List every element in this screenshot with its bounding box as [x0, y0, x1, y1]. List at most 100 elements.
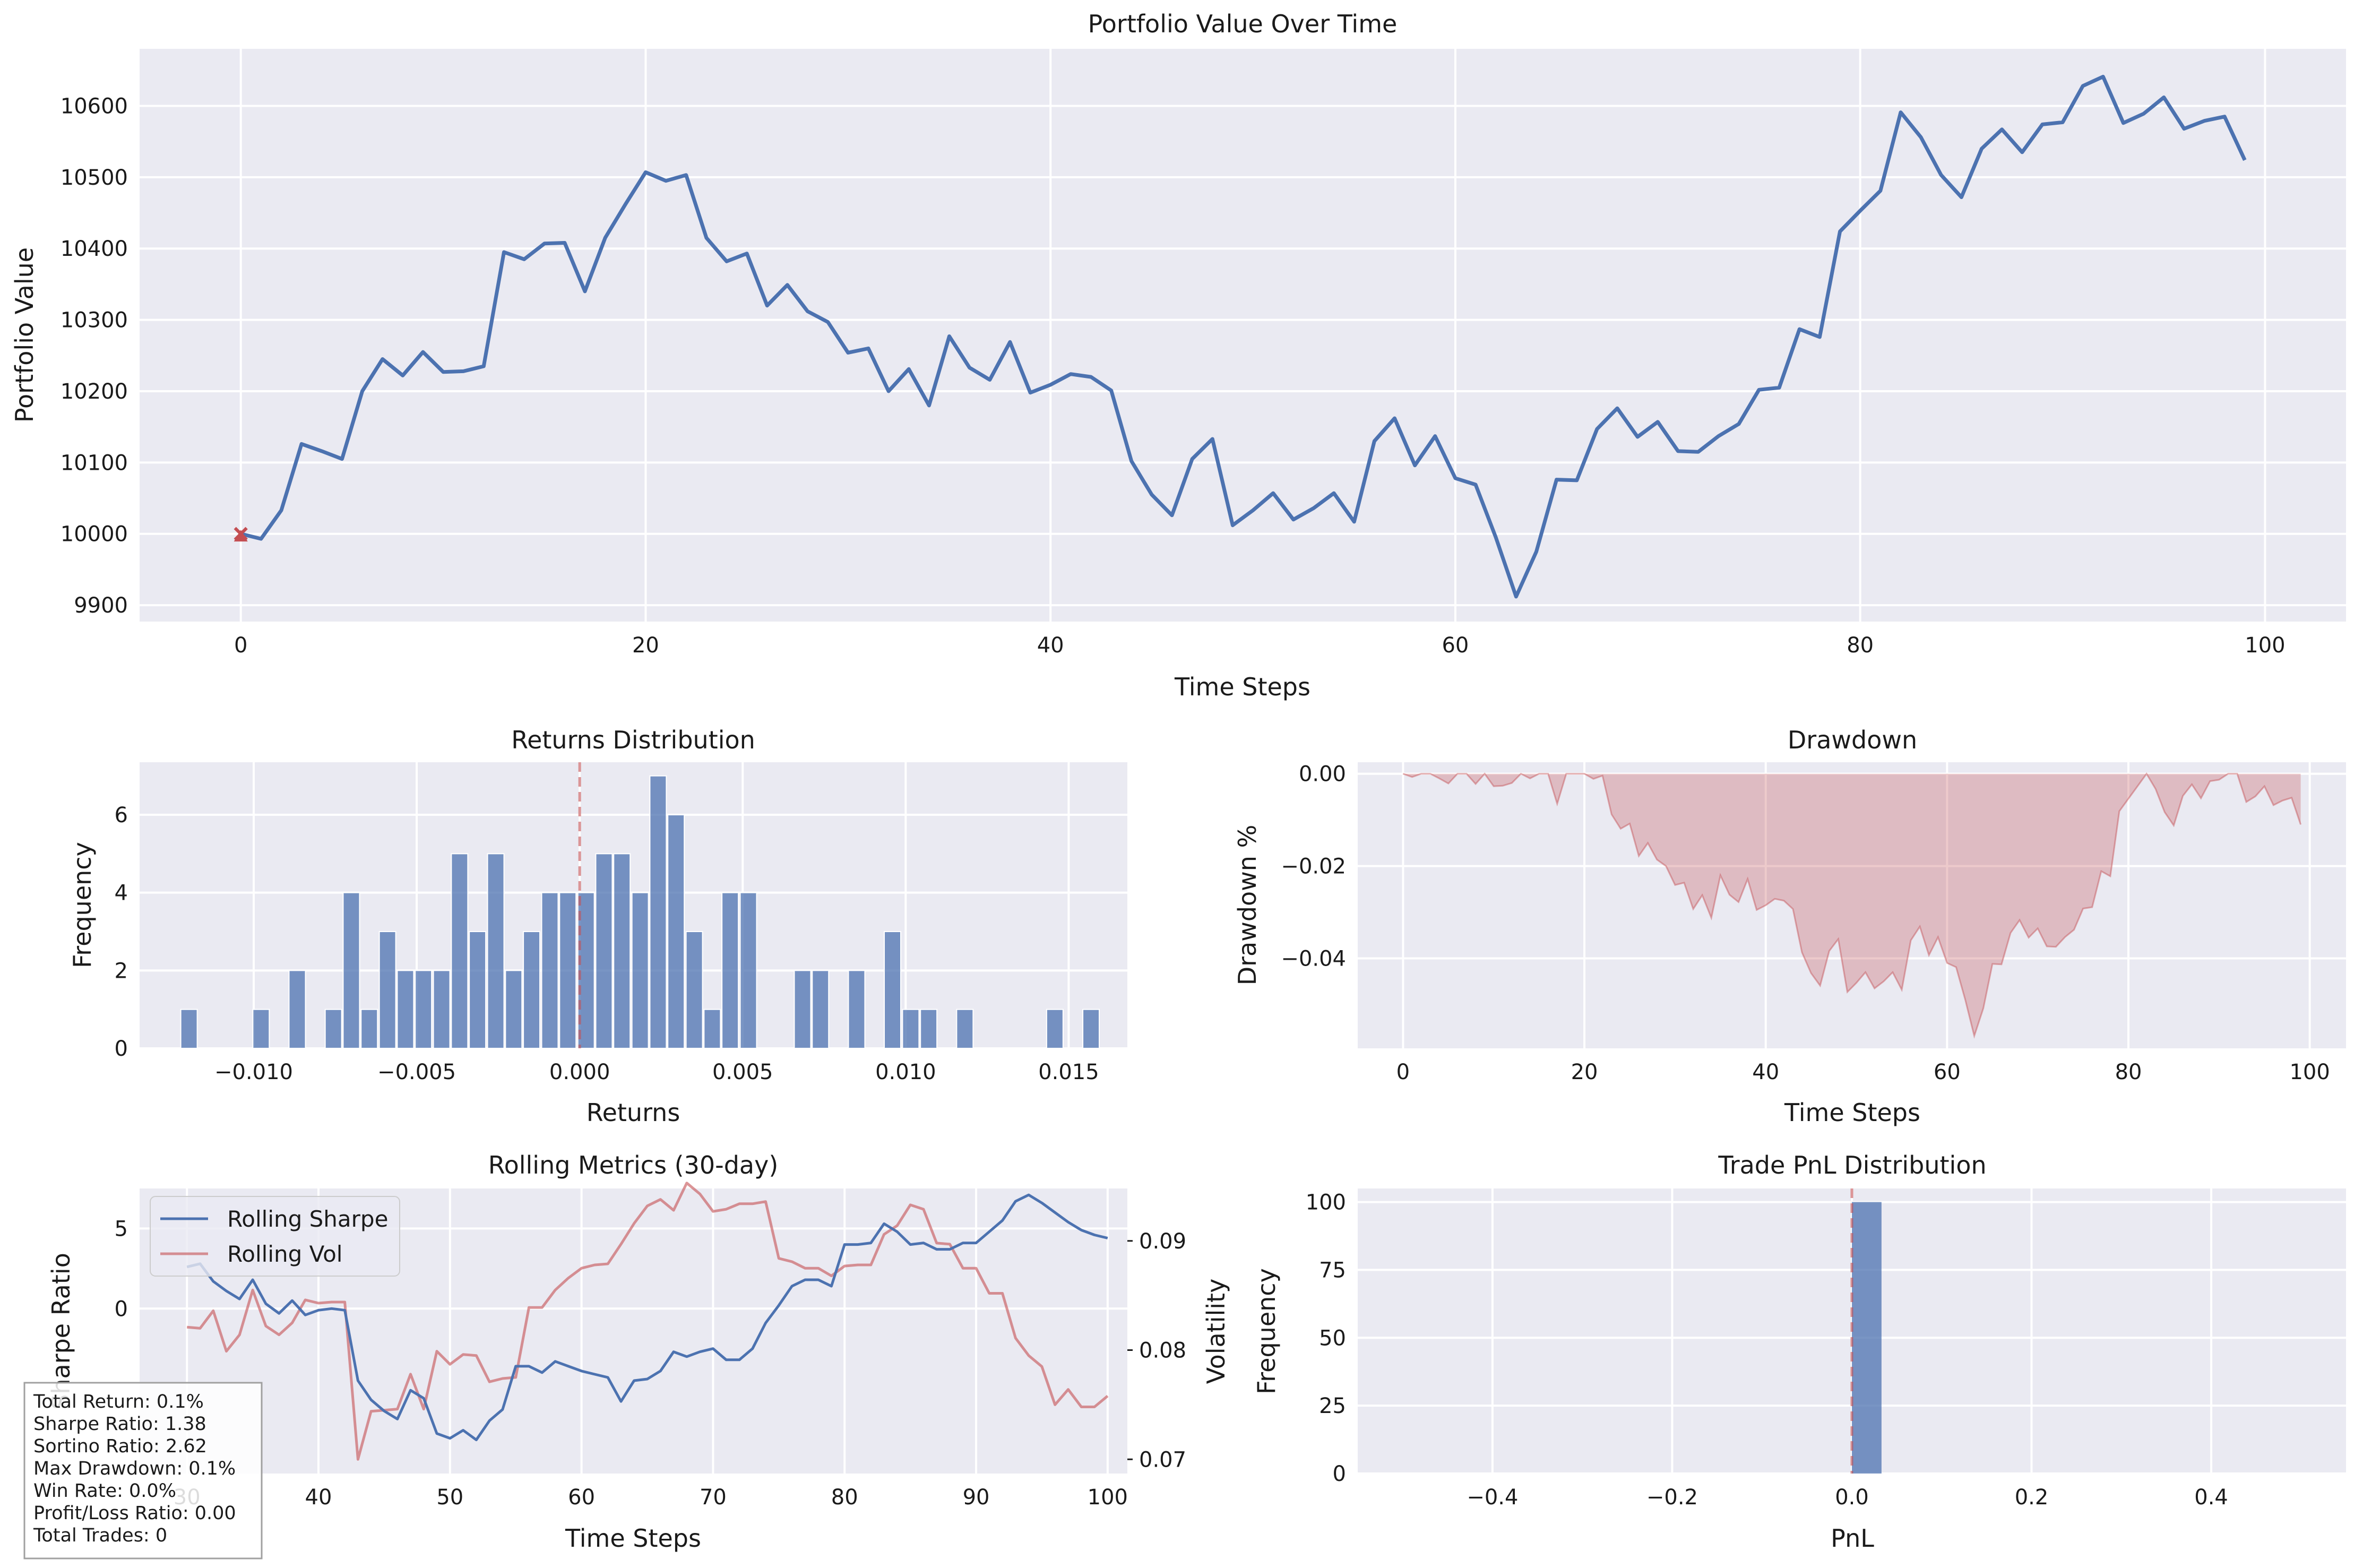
- drawdown-xtick-label: 0: [1396, 1060, 1410, 1084]
- returns-histogram-bar: [685, 931, 703, 1049]
- returns-histogram-bar: [1082, 1009, 1100, 1049]
- drawdown-xlabel: Time Steps: [1784, 1098, 1920, 1127]
- returns-histogram-bar: [252, 1009, 270, 1049]
- returns-histogram-bar: [1046, 1009, 1064, 1049]
- pnl-xtick-label: 0.4: [2194, 1485, 2228, 1510]
- pnl-xtick-label: −0.2: [1646, 1485, 1698, 1510]
- rolling-y2tick-label: 0.08: [1139, 1339, 1186, 1363]
- returns-distribution-panel: Returns Distribution −0.010 −0.005 0.000 0.…: [68, 726, 1127, 1127]
- portfolio-ytick-label: 10300: [61, 308, 128, 333]
- returns-histogram-bar: [433, 970, 451, 1049]
- pnl-xlabel: PnL: [1831, 1524, 1874, 1553]
- portfolio-ytick-label: 9900: [74, 593, 128, 618]
- rolling-sharpe-line: [186, 1193, 1108, 1442]
- returns-histogram-bar: [469, 931, 487, 1049]
- returns-ylabel: Frequency: [68, 842, 97, 968]
- returns-histogram-bar: [703, 1009, 721, 1049]
- returns-histogram-bar: [739, 892, 757, 1049]
- rolling-xtick-label: 100: [1088, 1485, 1128, 1510]
- portfolio-xlabel: Time Steps: [1174, 673, 1310, 701]
- pnl-ytick-label: 100: [1306, 1191, 1346, 1215]
- trade-pnl-panel: Trade PnL Distribution −0.4 −0.2 0.0 0.2 0.4…: [1252, 1151, 2346, 1553]
- returns-ytick-label: 6: [115, 803, 128, 828]
- drawdown-edge-line: [1402, 772, 2302, 1039]
- pnl-ytick-label: 0: [1333, 1462, 1346, 1486]
- drawdown-plot-area: [1358, 762, 2346, 1048]
- portfolio-ytick-label: 10500: [61, 166, 128, 190]
- returns-xtick-label: 0.010: [875, 1060, 936, 1084]
- drawdown-area: [1403, 773, 2301, 1036]
- returns-histogram-bar: [848, 970, 866, 1049]
- rolling-xtick-label: 60: [568, 1485, 595, 1510]
- returns-histogram-bar: [415, 970, 433, 1049]
- rolling-y2tick-label: 0.09: [1139, 1229, 1186, 1254]
- rolling-vol-line: [186, 1182, 1109, 1461]
- pnl-ytick-label: 25: [1319, 1394, 1346, 1418]
- returns-histogram-bar: [487, 853, 505, 1049]
- rolling-title: Rolling Metrics (30-day): [488, 1151, 779, 1179]
- portfolio-ytick-label: 10400: [61, 237, 128, 261]
- stats-win-rate: Win Rate: 0.0%: [33, 1480, 176, 1502]
- drawdown-xtick-label: 80: [2115, 1060, 2142, 1084]
- returns-histogram-bar: [667, 814, 685, 1049]
- pnl-xtick-label: −0.4: [1467, 1485, 1518, 1510]
- returns-histogram-bar: [324, 1009, 342, 1049]
- drawdown-title: Drawdown: [1788, 726, 1917, 754]
- portfolio-xtick-label: 20: [632, 633, 659, 658]
- legend-vol-label: Rolling Vol: [227, 1241, 342, 1267]
- returns-histogram-bar: [920, 1009, 938, 1049]
- stats-total-trades: Total Trades: 0: [33, 1525, 167, 1546]
- portfolio-ytick-label: 10600: [61, 94, 128, 118]
- rolling-xtick-label: 90: [963, 1485, 990, 1510]
- stats-max-drawdown: Max Drawdown: 0.1%: [33, 1458, 236, 1479]
- returns-title: Returns Distribution: [511, 726, 755, 754]
- returns-histogram-bar: [884, 931, 901, 1049]
- returns-xtick-label: −0.010: [214, 1060, 293, 1084]
- returns-histogram-bar: [523, 931, 541, 1049]
- returns-histogram-bar: [956, 1009, 974, 1049]
- portfolio-ytick-label: 10200: [61, 380, 128, 404]
- returns-histogram-bar: [378, 931, 396, 1049]
- rolling-ytick-label: 5: [115, 1217, 128, 1241]
- returns-histogram-bar: [180, 1009, 198, 1049]
- returns-histogram-bar: [613, 853, 631, 1049]
- rolling-y2label: Volatility: [1202, 1279, 1230, 1384]
- rolling-xlabel: Time Steps: [565, 1524, 701, 1553]
- returns-histogram-bar: [559, 892, 577, 1049]
- returns-histogram-bar: [812, 970, 830, 1049]
- returns-histogram-bar: [595, 853, 613, 1049]
- portfolio-xtick-label: 80: [1847, 633, 1874, 658]
- drawdown-xtick-label: 100: [2289, 1060, 2330, 1084]
- portfolio-ytick-label: 10100: [61, 451, 128, 475]
- stats-sharpe: Sharpe Ratio: 1.38: [33, 1414, 206, 1435]
- pnl-xtick-label: 0.0: [1835, 1485, 1869, 1510]
- returns-histogram-bar: [721, 892, 739, 1049]
- pnl-ytick-label: 75: [1319, 1258, 1346, 1282]
- returns-xlabel: Returns: [587, 1098, 680, 1127]
- stats-box: Total Return: 0.1% Sharpe Ratio: 1.38 So…: [23, 1382, 263, 1560]
- returns-histogram-bar: [396, 970, 415, 1049]
- pnl-ylabel: Frequency: [1252, 1268, 1281, 1394]
- stats-pl-ratio: Profit/Loss Ratio: 0.00: [33, 1503, 236, 1524]
- portfolio-plot-area: [140, 49, 2346, 622]
- returns-xtick-label: 0.000: [549, 1060, 610, 1084]
- pnl-title: Trade PnL Distribution: [1718, 1151, 1986, 1179]
- stats-total-return: Total Return: 0.1%: [33, 1391, 204, 1412]
- rolling-xtick-label: 50: [436, 1485, 463, 1510]
- drawdown-ytick-label: −0.02: [1281, 855, 1346, 879]
- returns-histogram-bar: [342, 892, 360, 1049]
- returns-histogram-bar: [360, 1009, 378, 1049]
- portfolio-title: Portfolio Value Over Time: [1088, 10, 1398, 38]
- rolling-metrics-panel: Rolling Metrics (30-day) 304050607080901…: [47, 1151, 1230, 1553]
- returns-histogram-bar: [541, 892, 559, 1049]
- returns-ytick-label: 2: [115, 959, 128, 983]
- portfolio-value-panel: Portfolio Value Over Time 0 20 40 60 80 100 99…: [10, 10, 2346, 701]
- pnl-xtick-label: 0.2: [2015, 1485, 2049, 1510]
- returns-histogram-bar: [505, 970, 523, 1049]
- returns-ytick-label: 0: [115, 1037, 128, 1061]
- returns-histogram-bar: [649, 775, 667, 1049]
- portfolio-xtick-label: 0: [234, 633, 247, 658]
- legend-sharpe-label: Rolling Sharpe: [227, 1206, 388, 1232]
- returns-histogram-bar: [288, 970, 306, 1049]
